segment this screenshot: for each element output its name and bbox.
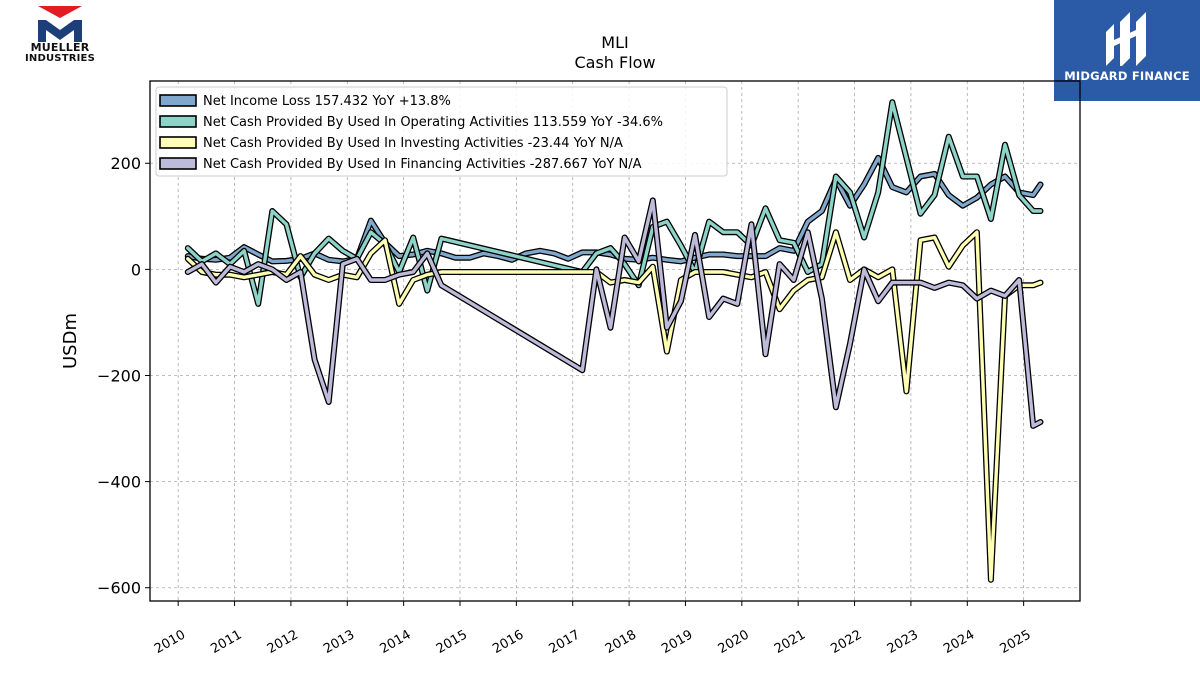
- legend-entry-label: Net Cash Provided By Used In Operating A…: [203, 115, 663, 130]
- x-tick-label: 2021: [772, 627, 808, 657]
- midgard-logo-mark: [1106, 12, 1146, 68]
- logo-bar-1: [1106, 24, 1114, 66]
- series-lines: [184, 99, 1044, 583]
- x-tick-label: 2012: [265, 627, 301, 657]
- mueller-logo-mark: [38, 6, 82, 42]
- y-axis-ticks: −600 −400 −200 0 200: [97, 154, 150, 598]
- logo-crossbar: [1114, 30, 1136, 46]
- series-line: [186, 230, 1043, 582]
- legend-swatch: [159, 136, 197, 149]
- legend-swatch: [159, 157, 197, 170]
- legend-entry-label: Net Cash Provided By Used In Investing A…: [203, 136, 623, 151]
- legend-entry-label: Net Income Loss 157.432 YoY +13.8%: [203, 94, 451, 109]
- plot-frame: [149, 80, 1081, 602]
- series-line: [186, 100, 1043, 306]
- x-tick-label: 2020: [716, 627, 752, 657]
- y-tick-label: 0: [131, 260, 141, 279]
- chart-title: MLI: [601, 33, 628, 52]
- y-axis-label: USDm: [60, 313, 81, 369]
- midgard-finance-logo: MIDGARD FINANCE: [1054, 0, 1200, 101]
- x-tick-label: 2023: [885, 627, 921, 657]
- logo-text-mueller: MUELLER: [30, 41, 90, 54]
- legend-swatch: [159, 115, 197, 128]
- y-tick-label: −400: [97, 473, 141, 492]
- legend-swatch: [159, 94, 197, 107]
- y-tick-label: −600: [97, 579, 141, 598]
- x-tick-label: 2014: [377, 627, 413, 657]
- x-tick-label: 2019: [659, 627, 695, 657]
- series-2: [184, 99, 1044, 307]
- x-tick-label: 2016: [490, 627, 526, 657]
- legend-entry-label: Net Cash Provided By Used In Financing A…: [203, 157, 642, 172]
- logo-bar-3: [1136, 12, 1146, 66]
- x-tick-label: 2010: [152, 627, 188, 657]
- logo-text-industries: INDUSTRIES: [25, 53, 95, 64]
- logo-navy-m: [38, 20, 82, 42]
- series-3: [184, 229, 1044, 583]
- mueller-industries-logo: MUELLER INDUSTRIES: [20, 6, 100, 66]
- x-tick-label: 2015: [434, 627, 470, 657]
- x-tick-label: 2022: [828, 627, 864, 657]
- legend: Net Income Loss 157.432 YoY +13.8% Net Ca…: [155, 86, 728, 177]
- series-4: [184, 197, 1044, 429]
- chart-subtitle: Cash Flow: [574, 53, 655, 72]
- x-tick-label: 2018: [603, 627, 639, 657]
- logo-red-triangle: [38, 6, 82, 18]
- y-tick-label: 200: [110, 154, 141, 173]
- x-tick-label: 2011: [208, 627, 244, 657]
- series-line: [186, 198, 1043, 428]
- x-tick-label: 2013: [321, 627, 357, 657]
- logo-text-midgard: MIDGARD FINANCE: [1064, 69, 1190, 83]
- x-tick-label: 2024: [941, 627, 977, 657]
- legend-box: [155, 86, 728, 177]
- x-axis-ticks: 2010 2011 2012 2013 2014 2015 2016 2017 2018 2019…: [152, 601, 1034, 657]
- x-tick-label: 2017: [547, 627, 583, 657]
- y-tick-label: −200: [97, 366, 141, 385]
- x-tick-label: 2025: [997, 627, 1033, 657]
